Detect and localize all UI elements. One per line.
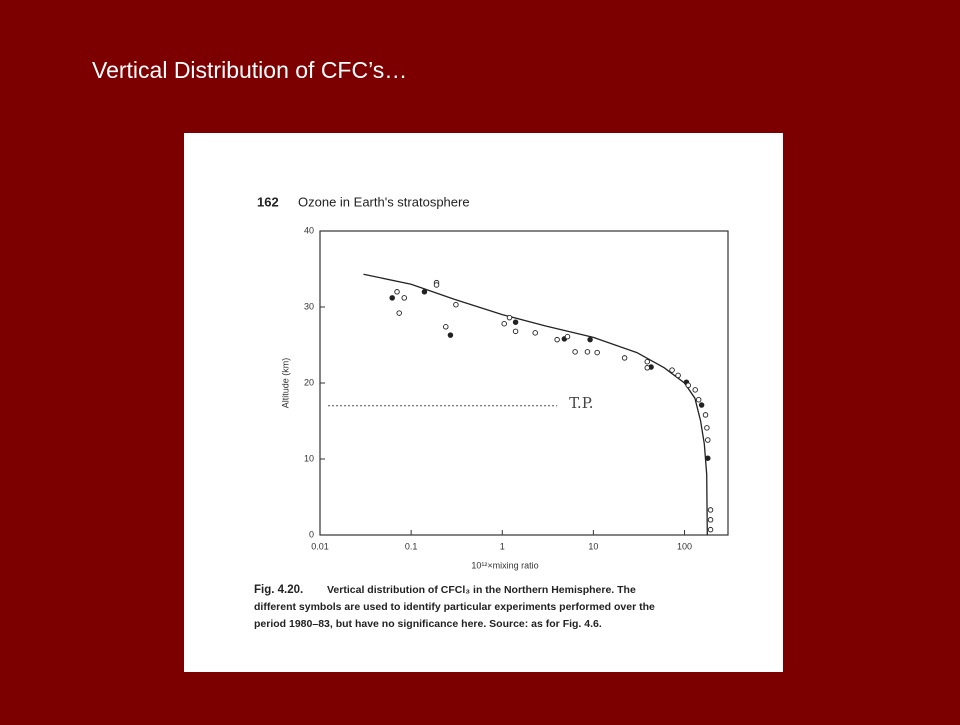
observation-point <box>401 295 407 301</box>
observation-point <box>512 328 519 335</box>
observation-point <box>501 320 507 327</box>
figure-scan <box>184 133 783 672</box>
observation-point <box>685 382 692 389</box>
observation-point <box>669 367 675 373</box>
y-tick-label: 30 <box>304 301 314 311</box>
observation-point <box>705 455 711 461</box>
observation-point <box>584 349 591 355</box>
observation-point <box>572 349 578 355</box>
observation-point <box>587 336 593 343</box>
x-tick-label: 10 <box>588 541 598 551</box>
observation-point <box>512 319 519 325</box>
x-tick-label: 1 <box>500 541 505 551</box>
observation-point <box>705 437 711 443</box>
observation-point <box>621 355 628 361</box>
page-number: 162 <box>257 194 279 209</box>
x-axis-label: 10¹²×mixing ratio <box>471 560 538 570</box>
observation-point <box>532 330 538 336</box>
y-tick-label: 10 <box>304 453 314 463</box>
annotation: T.P. <box>569 394 593 412</box>
observation-point <box>707 507 714 513</box>
observation-point <box>389 295 395 301</box>
observation-point <box>554 336 560 343</box>
x-tick-label: 100 <box>677 541 692 551</box>
observation-point <box>707 526 714 533</box>
y-tick-label: 20 <box>304 377 314 387</box>
model-line <box>363 273 708 536</box>
x-tick-label: 0.01 <box>311 541 329 551</box>
y-axis-label: Altitude (km) <box>280 358 290 409</box>
observation-point <box>675 372 681 379</box>
observation-point <box>702 412 709 418</box>
slide-title: Vertical Distribution of CFC’s… <box>92 57 407 83</box>
observation-point <box>644 365 651 371</box>
observation-point <box>396 310 402 316</box>
observation-point <box>704 425 710 431</box>
caption-label: Fig. 4.20. <box>254 584 303 596</box>
y-tick-label: 0 <box>309 529 314 539</box>
observation-point <box>564 333 571 340</box>
caption-line: Vertical distribution of CFCl₃ in the No… <box>327 584 636 596</box>
observation-point <box>698 402 705 408</box>
observation-point <box>692 387 698 393</box>
observation-point <box>443 324 449 330</box>
y-tick-label: 40 <box>304 225 314 235</box>
observation-point <box>506 314 513 321</box>
observation-point <box>453 301 459 308</box>
x-tick-label: 0.1 <box>405 541 418 551</box>
observation-point <box>433 282 440 288</box>
observation-point <box>695 396 702 403</box>
observation-point <box>594 349 600 356</box>
observation-point <box>394 289 400 295</box>
observation-point <box>421 289 428 295</box>
figure-header: Ozone in Earth's stratosphere <box>298 194 470 209</box>
caption-line: period 1980–83, but have no significance… <box>254 618 602 630</box>
caption-line: different symbols are used to identify p… <box>254 601 655 613</box>
observation-point <box>707 517 714 523</box>
observation-point <box>644 358 651 365</box>
observation-point <box>447 332 454 338</box>
